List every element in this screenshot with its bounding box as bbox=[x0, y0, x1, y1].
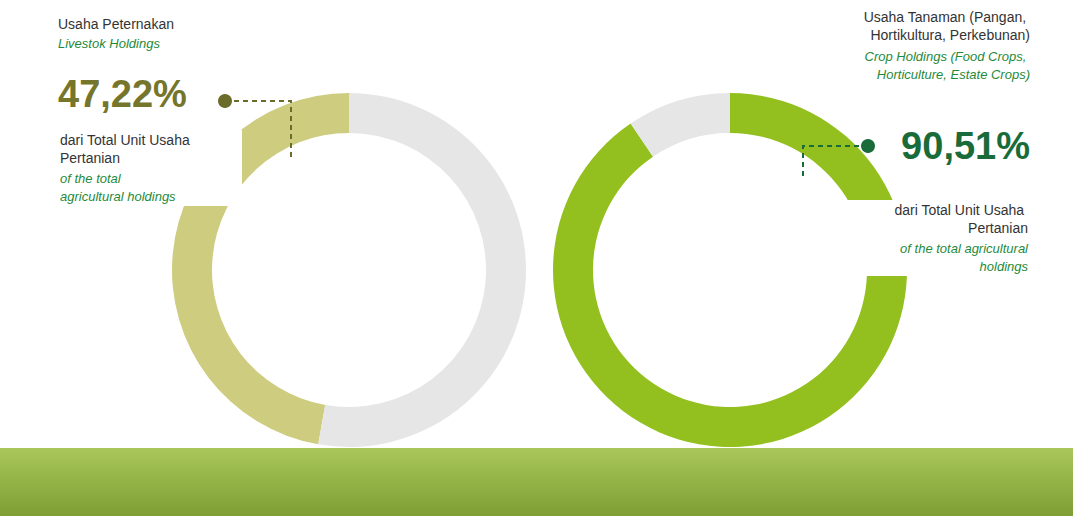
svg-text:Usaha Tanaman (Pangan,: Usaha Tanaman (Pangan, bbox=[864, 9, 1030, 25]
svg-text:Horticulture, Estate Crops): Horticulture, Estate Crops) bbox=[877, 67, 1030, 82]
svg-text:Crop Holdings (Food Crops,: Crop Holdings (Food Crops, bbox=[865, 49, 1030, 64]
svg-text:agricultural holdings: agricultural holdings bbox=[60, 189, 176, 204]
svg-text:Usaha Peternakan: Usaha Peternakan bbox=[58, 16, 174, 32]
svg-text:holdings: holdings bbox=[976, 259, 1029, 274]
svg-text:dari Total Unit Usaha: dari Total Unit Usaha bbox=[894, 202, 1028, 218]
svg-text:47,22%: 47,22% bbox=[58, 73, 187, 115]
svg-text:of the total agricultural: of the total agricultural bbox=[900, 241, 1029, 256]
svg-text:Pertanian: Pertanian bbox=[60, 150, 120, 166]
svg-text:Hortikultura, Perkebunan): Hortikultura, Perkebunan) bbox=[870, 27, 1030, 43]
svg-text:90,51%: 90,51% bbox=[901, 125, 1030, 167]
svg-text:of the total: of the total bbox=[60, 171, 124, 186]
svg-text:Pertanian: Pertanian bbox=[968, 220, 1028, 236]
svg-text:Livestok Holdings: Livestok Holdings bbox=[58, 36, 160, 51]
svg-text:dari Total Unit Usaha: dari Total Unit Usaha bbox=[60, 132, 194, 148]
